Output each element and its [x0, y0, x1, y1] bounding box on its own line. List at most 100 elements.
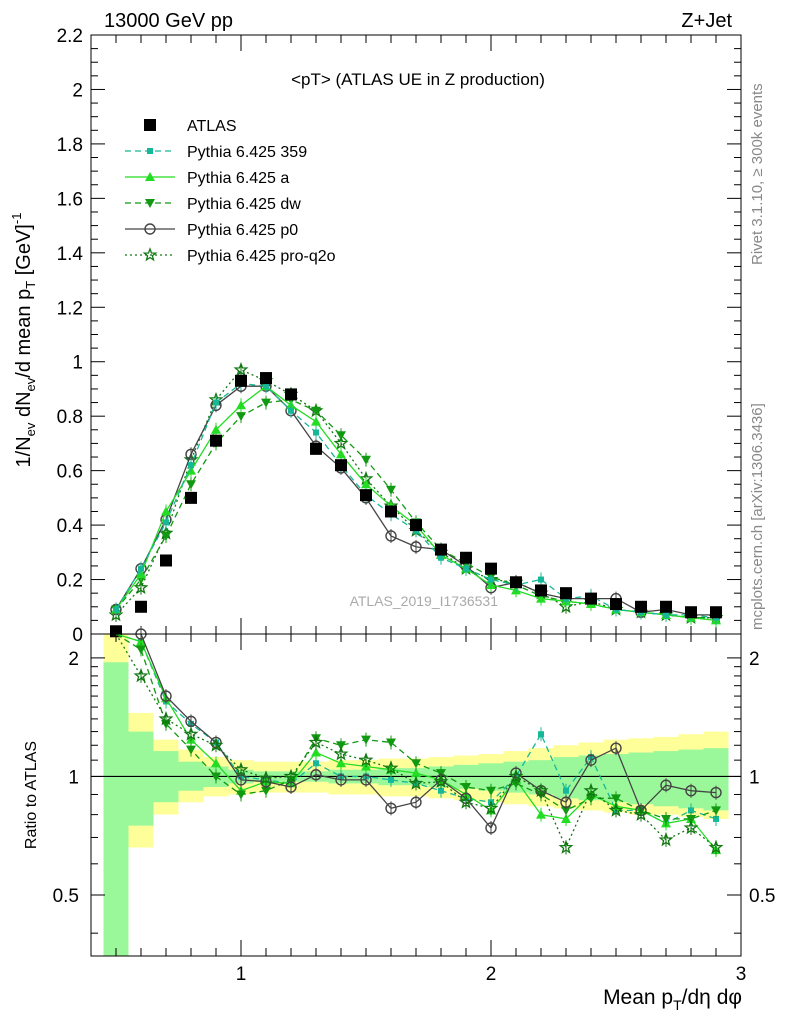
ratio-data-point — [308, 734, 324, 749]
ratio-data-point — [136, 645, 146, 655]
legend-label: ATLAS — [187, 118, 237, 135]
main-ytick-label: 1.8 — [57, 135, 83, 156]
main-ytick-label: 2.2 — [57, 26, 83, 47]
ratio-data-point — [533, 782, 549, 798]
atlas-data-point — [385, 505, 397, 518]
main-data-point — [361, 479, 371, 489]
ratio-data-point — [711, 806, 721, 816]
ratio-data-point — [313, 760, 319, 767]
ratio-data-point — [183, 726, 199, 741]
main-ylabel: 1/Nev dNev/d mean pT [GeV]-1 — [9, 213, 38, 468]
ratio-data-point — [458, 794, 474, 809]
main-series-line — [115, 369, 716, 619]
ratio-data-point — [485, 822, 497, 834]
ratio-data-point — [261, 786, 271, 796]
ratio-panel-frame — [90, 633, 742, 957]
main-data-point — [288, 407, 294, 414]
legend-marker — [145, 172, 155, 181]
main-data-point — [385, 530, 397, 542]
atlas-data-point — [510, 576, 522, 589]
ratio-band-stat — [678, 749, 704, 809]
main-data-point — [236, 400, 246, 410]
ratio-band-stat — [103, 662, 129, 956]
atlas-data-point — [710, 606, 722, 619]
x-tick-label: 1 — [236, 964, 247, 985]
header-left: 13000 GeV pp — [104, 10, 233, 32]
ratio-data-point — [486, 786, 496, 796]
ratio-data-point — [608, 802, 624, 817]
main-data-point — [311, 416, 321, 426]
ratio-data-point — [508, 768, 524, 783]
ratio-band-stat — [703, 748, 729, 811]
atlas-data-point — [185, 491, 197, 504]
legend-marker — [144, 223, 156, 235]
main-ytick-label: 1.4 — [57, 244, 84, 265]
atlas-data-point — [435, 543, 447, 556]
ratio-data-point — [236, 790, 246, 800]
ratio-ytick-label-left: 1 — [68, 767, 79, 788]
ratio-data-point — [336, 741, 346, 751]
main-ytick-label: 0.2 — [57, 571, 83, 592]
ratio-data-point — [258, 770, 274, 785]
legend-marker — [145, 199, 155, 208]
ratio-data-point — [583, 782, 599, 798]
ratio-data-point — [511, 779, 521, 789]
main-data-point — [133, 579, 149, 595]
atlas-data-point — [410, 519, 422, 532]
main-series-line — [115, 382, 717, 619]
ratio-data-point — [561, 813, 571, 823]
ratio-data-point — [685, 785, 697, 797]
x-tick-label: 3 — [736, 964, 747, 985]
atlas-data-point — [685, 606, 697, 619]
ratio-data-point — [660, 779, 672, 791]
ratio-data-point — [586, 794, 596, 804]
atlas-data-point — [610, 598, 622, 611]
ratio-data-point — [633, 806, 649, 822]
ratio-data-point — [336, 758, 346, 768]
ratio-data-point — [688, 807, 694, 814]
ratio-data-point — [461, 783, 471, 793]
main-data-point — [536, 593, 546, 603]
main-data-point — [311, 406, 321, 416]
atlas-data-point — [360, 489, 372, 502]
main-title: <pT> (ATLAS UE in Z production) — [291, 70, 545, 89]
ratio-data-point — [538, 731, 544, 738]
ratio-data-point — [585, 754, 597, 766]
atlas-data-point — [335, 459, 347, 472]
ratio-data-point — [411, 768, 421, 778]
ratio-data-point — [160, 690, 172, 702]
main-data-point — [113, 606, 119, 613]
main-data-point — [663, 611, 669, 618]
ratio-data-point — [158, 711, 174, 726]
main-data-point — [361, 455, 371, 465]
ratio-data-point — [211, 772, 221, 782]
main-data-point — [186, 480, 196, 490]
ratio-data-point — [536, 809, 546, 819]
ratio-data-point — [610, 742, 622, 754]
atlas-data-point — [285, 388, 297, 401]
main-data-point — [161, 506, 171, 516]
main-ytick-label: 1.6 — [57, 189, 83, 210]
main-data-point — [213, 399, 219, 406]
ratio-data-point — [686, 814, 696, 824]
ratio-data-point — [683, 820, 699, 835]
main-data-point — [233, 362, 249, 377]
ratio-data-point — [658, 832, 674, 847]
ratio-data-point — [438, 787, 444, 794]
ratio-data-point — [661, 814, 671, 824]
main-data-point — [410, 541, 422, 553]
main-ytick-label: 1.2 — [57, 298, 83, 319]
ratio-ytick-label-left: 0.5 — [53, 886, 79, 907]
main-series-line — [115, 385, 716, 616]
main-ytick-label: 0 — [72, 625, 83, 646]
atlas-data-point — [585, 592, 597, 605]
atlas-data-point — [310, 442, 322, 455]
main-data-point — [538, 576, 544, 583]
main-data-point — [463, 565, 469, 572]
atlas-data-point — [160, 554, 172, 567]
ratio-data-point — [361, 735, 371, 745]
atlas-data-point — [635, 600, 647, 613]
main-ytick-label: 0.8 — [57, 407, 83, 428]
legend-label: Pythia 6.425 359 — [187, 144, 307, 161]
